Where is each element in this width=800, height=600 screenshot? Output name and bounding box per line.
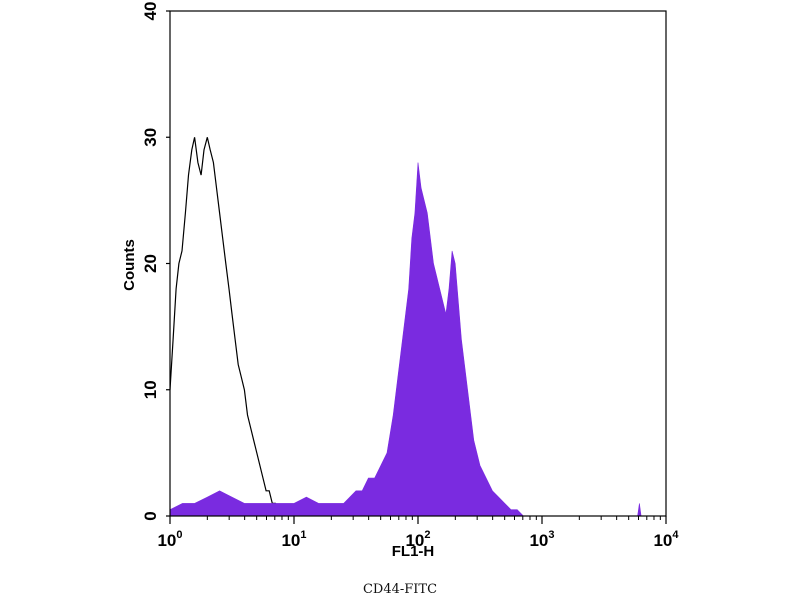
x-axis: 100 101 102 103 104 bbox=[157, 516, 679, 550]
plot-area bbox=[169, 10, 667, 517]
filled-histogram-series bbox=[169, 162, 666, 517]
x-tick-label: 102 bbox=[405, 529, 430, 550]
control-histogram-outline bbox=[169, 137, 295, 517]
y-tick-label: 10 bbox=[141, 380, 160, 399]
y-axis-label: Counts bbox=[121, 239, 138, 291]
x-axis-label: FL1-H bbox=[392, 543, 435, 560]
x-tick-label: 103 bbox=[529, 529, 554, 550]
y-tick-label: 0 bbox=[141, 511, 160, 520]
x-tick-label: 104 bbox=[653, 529, 679, 550]
x-tick-label: 101 bbox=[281, 529, 306, 550]
x-tick-label: 100 bbox=[157, 529, 182, 550]
y-axis: 0 10 20 30 40 bbox=[141, 2, 170, 521]
y-tick-label: 20 bbox=[141, 254, 160, 273]
figure-caption: CD44-FITC bbox=[362, 582, 438, 597]
y-tick-label: 30 bbox=[141, 128, 160, 147]
y-tick-label: 40 bbox=[141, 2, 160, 21]
